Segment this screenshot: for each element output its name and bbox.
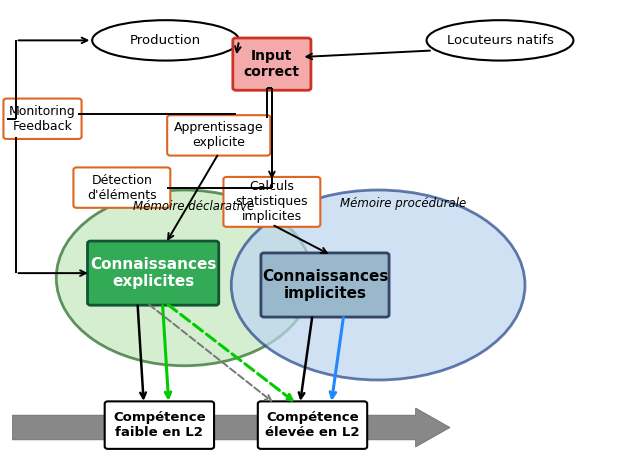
FancyBboxPatch shape	[4, 99, 81, 139]
Ellipse shape	[92, 20, 239, 61]
Text: Détection
d'éléments: Détection d'éléments	[87, 174, 157, 201]
Ellipse shape	[56, 190, 312, 366]
Text: Input
correct: Input correct	[244, 49, 300, 79]
FancyBboxPatch shape	[104, 401, 214, 449]
FancyBboxPatch shape	[167, 115, 270, 156]
FancyArrow shape	[12, 408, 450, 447]
FancyBboxPatch shape	[224, 177, 321, 227]
FancyBboxPatch shape	[74, 168, 170, 208]
Text: Apprentissage
explicite: Apprentissage explicite	[174, 122, 264, 149]
Text: Compétence
faible en L2: Compétence faible en L2	[113, 411, 206, 439]
Text: Mémoire procédurale: Mémoire procédurale	[340, 197, 466, 210]
Text: Connaissances
implicites: Connaissances implicites	[262, 269, 388, 301]
Text: Monitoring
Feedback: Monitoring Feedback	[9, 105, 76, 133]
Text: Compétence
élevée en L2: Compétence élevée en L2	[265, 411, 360, 439]
FancyBboxPatch shape	[258, 401, 368, 449]
Text: Locuteurs natifs: Locuteurs natifs	[446, 34, 554, 47]
Text: Mémoire déclarative: Mémoire déclarative	[133, 200, 254, 213]
FancyBboxPatch shape	[261, 253, 389, 317]
Ellipse shape	[426, 20, 574, 61]
FancyBboxPatch shape	[88, 241, 219, 305]
Text: Production: Production	[130, 34, 201, 47]
Text: Calculs
statistiques
implicites: Calculs statistiques implicites	[236, 180, 308, 223]
FancyBboxPatch shape	[232, 38, 311, 90]
Ellipse shape	[231, 190, 525, 380]
Text: Connaissances
explicites: Connaissances explicites	[90, 257, 216, 289]
